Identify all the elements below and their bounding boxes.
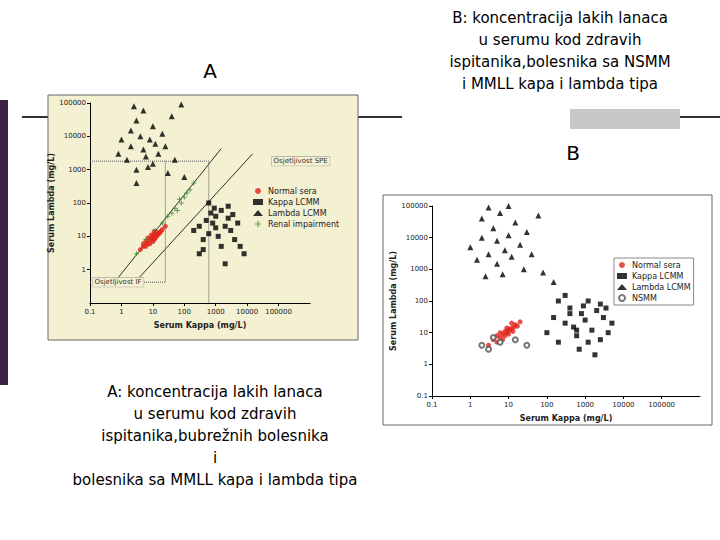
svg-text:ispitanika,bolesnika sa NSMM: ispitanika,bolesnika sa NSMM — [449, 53, 670, 71]
svg-text:10: 10 — [77, 232, 86, 240]
svg-text:1000: 1000 — [207, 308, 225, 316]
svg-text:100000: 100000 — [401, 202, 428, 210]
svg-text:100: 100 — [415, 297, 428, 305]
svg-text:i: i — [213, 449, 217, 467]
svg-text:bolesnika sa MMLL kapa i lambd: bolesnika sa MMLL kapa i lambda tipa — [73, 471, 358, 489]
svg-text:100000: 100000 — [59, 99, 86, 107]
svg-text:1: 1 — [468, 401, 472, 409]
svg-text:10000: 10000 — [236, 308, 258, 316]
svg-text:1: 1 — [119, 308, 123, 316]
svg-text:1: 1 — [424, 360, 428, 368]
svg-text:A: A — [203, 59, 217, 83]
svg-text:100: 100 — [178, 308, 191, 316]
svg-text:1000: 1000 — [410, 265, 428, 273]
svg-text:1000: 1000 — [576, 401, 594, 409]
svg-text:Normal sera: Normal sera — [632, 261, 681, 270]
svg-text:Serum Kappa (mg/L): Serum Kappa (mg/L) — [154, 321, 247, 330]
svg-text:ispitanika,bubrežnih bolesnika: ispitanika,bubrežnih bolesnika — [101, 427, 328, 445]
svg-text:Lambda LCMM: Lambda LCMM — [268, 209, 327, 218]
svg-text:100000: 100000 — [265, 308, 292, 316]
svg-text:Normal sera: Normal sera — [268, 187, 317, 196]
svg-text:0.1: 0.1 — [84, 308, 95, 316]
svg-text:10000: 10000 — [612, 401, 634, 409]
svg-text:NSMM: NSMM — [632, 294, 657, 303]
svg-text:100: 100 — [73, 199, 86, 207]
svg-text:1: 1 — [82, 266, 86, 274]
svg-text:i MMLL kapa i lambda tipa: i MMLL kapa i lambda tipa — [462, 75, 658, 93]
svg-text:Kappa LCMM: Kappa LCMM — [268, 198, 320, 207]
svg-text:Serum Lambda (mg/L): Serum Lambda (mg/L) — [389, 251, 398, 351]
svg-text:0.1: 0.1 — [417, 392, 428, 400]
svg-text:Osjetljivost IF: Osjetljivost IF — [94, 278, 141, 286]
svg-text:100: 100 — [540, 401, 553, 409]
svg-text:u serumu kod zdravih: u serumu kod zdravih — [479, 31, 642, 49]
svg-text:10000: 10000 — [406, 234, 428, 242]
svg-text:Kappa LCMM: Kappa LCMM — [632, 272, 684, 281]
svg-text:10000: 10000 — [64, 132, 86, 140]
svg-text:Lambda LCMM: Lambda LCMM — [632, 283, 691, 292]
svg-text:100000: 100000 — [648, 401, 675, 409]
svg-text:10: 10 — [419, 329, 428, 337]
svg-text:Osjetljivost SPE: Osjetljivost SPE — [274, 157, 328, 165]
svg-text:u serumu kod zdravih: u serumu kod zdravih — [134, 405, 297, 423]
svg-text:0.1: 0.1 — [426, 401, 437, 409]
svg-text:Renal impairment: Renal impairment — [268, 220, 339, 229]
svg-text:Serum Kappa (mg/L): Serum Kappa (mg/L) — [520, 414, 613, 423]
svg-text:10: 10 — [504, 401, 513, 409]
svg-text:10: 10 — [148, 308, 157, 316]
svg-text:Serum Lambda (mg/L): Serum Lambda (mg/L) — [47, 153, 56, 253]
svg-text:A: koncentracija lakih lanaca: A: koncentracija lakih lanaca — [107, 383, 322, 401]
svg-text:1000: 1000 — [68, 166, 86, 174]
svg-text:B: koncentracija lakih lanaca: B: koncentracija lakih lanaca — [452, 9, 668, 27]
svg-text:B: B — [566, 141, 580, 165]
